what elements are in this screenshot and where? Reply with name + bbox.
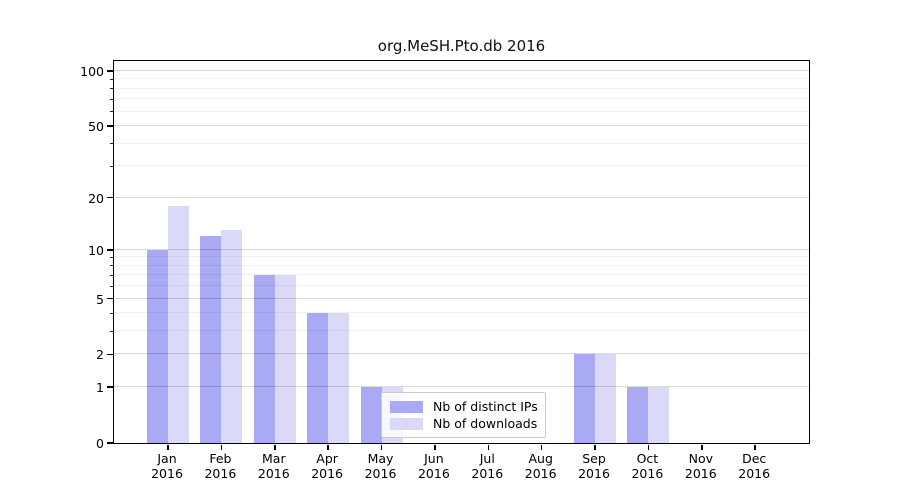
y-tick-label-0: 0 xyxy=(96,436,104,451)
gridline-major-20 xyxy=(114,196,809,198)
bar-distinct-ips-oct xyxy=(627,387,649,443)
gridline-major-10 xyxy=(114,248,809,250)
x-tick-jan xyxy=(167,444,169,450)
legend-label-distinct-ips: Nb of distinct IPs xyxy=(433,399,538,414)
gridline-minor-8 xyxy=(114,264,809,266)
legend: Nb of distinct IPs Nb of downloads xyxy=(381,392,546,438)
x-tick-may xyxy=(380,444,383,450)
bar-downloads-mar xyxy=(274,275,296,443)
bar-distinct-ips-may xyxy=(360,387,382,443)
legend-item-downloads: Nb of downloads xyxy=(390,416,537,431)
x-tick-label-feb: Feb 2016 xyxy=(204,451,237,481)
y-tick-20 xyxy=(107,196,113,199)
x-tick-label-sep: Sep 2016 xyxy=(578,451,610,481)
y-minor-tick-7 xyxy=(110,274,113,276)
gridline-major-5 xyxy=(114,297,809,299)
x-tick-label-jul: Jul 2016 xyxy=(471,451,504,481)
x-tick-label-apr: Apr 2016 xyxy=(311,451,343,481)
chart-title: org.MeSH.Pto.db 2016 xyxy=(377,37,546,55)
gridline-minor-60 xyxy=(114,110,809,112)
gridline-minor-6 xyxy=(114,285,809,287)
gridline-minor-80 xyxy=(114,87,809,89)
y-minor-tick-80 xyxy=(110,88,113,90)
x-tick-label-nov: Nov 2016 xyxy=(684,451,717,481)
y-minor-tick-8 xyxy=(110,265,113,267)
gridline-major-50 xyxy=(114,125,809,127)
bar-distinct-ips-feb xyxy=(200,236,222,443)
bar-distinct-ips-sep xyxy=(574,354,596,443)
gridline-major-100 xyxy=(114,70,809,71)
x-tick-dec xyxy=(754,444,756,450)
x-tick-label-jan: Jan 2016 xyxy=(151,451,183,481)
y-tick-50 xyxy=(107,125,113,127)
x-tick-label-mar: Mar 2016 xyxy=(257,451,290,481)
y-axis-labels: 0 1 2 5 10 20 50 100 xyxy=(0,60,104,451)
bar-downloads-oct xyxy=(648,387,670,443)
gridline-major-2 xyxy=(114,353,809,355)
legend-swatch-distinct-ips-icon xyxy=(390,400,423,413)
x-tick-apr xyxy=(327,444,329,450)
y-tick-label-50: 50 xyxy=(88,119,104,135)
y-tick-label-5: 5 xyxy=(96,291,104,307)
y-minor-tick-90 xyxy=(110,78,113,80)
bar-downloads-jan xyxy=(168,205,189,443)
x-tick-label-jun: Jun 2016 xyxy=(417,451,450,481)
legend-swatch-downloads-icon xyxy=(390,417,423,430)
y-tick-label-20: 20 xyxy=(88,190,104,206)
bar-downloads-apr xyxy=(328,313,350,443)
legend-item-distinct-ips: Nb of distinct IPs xyxy=(390,399,538,414)
gridline-major-1 xyxy=(114,386,809,388)
y-tick-1 xyxy=(107,386,113,388)
x-tick-label-dec: Dec 2016 xyxy=(738,451,771,481)
x-tick-jun xyxy=(434,444,436,450)
x-tick-nov xyxy=(701,444,703,450)
y-minor-tick-6 xyxy=(110,285,113,287)
y-minor-tick-70 xyxy=(110,98,113,100)
y-tick-5 xyxy=(107,297,113,300)
x-tick-label-aug: Aug 2016 xyxy=(524,451,557,481)
gridline-minor-9 xyxy=(114,256,809,258)
y-minor-tick-60 xyxy=(110,111,113,113)
gridline-minor-7 xyxy=(114,274,809,276)
y-minor-tick-30 xyxy=(110,165,113,167)
x-tick-feb xyxy=(220,444,223,450)
y-tick-10 xyxy=(107,249,113,251)
x-tick-label-oct: Oct 2016 xyxy=(631,451,664,481)
x-tick-jul xyxy=(487,444,489,450)
x-axis-labels: Jan 2016 Feb 2016 Mar 2016 Apr 2016 May 2016… xyxy=(113,451,810,491)
y-tick-label-1: 1 xyxy=(96,380,104,396)
y-minor-tick-9 xyxy=(110,256,113,258)
gridline-minor-30 xyxy=(114,165,809,167)
x-tick-aug xyxy=(540,444,543,450)
gridline-minor-40 xyxy=(114,142,809,144)
y-tick-label-100: 100 xyxy=(80,64,104,79)
gridline-minor-90 xyxy=(114,78,809,80)
bar-distinct-ips-apr xyxy=(307,313,329,443)
y-tick-0 xyxy=(107,442,113,444)
bar-downloads-sep xyxy=(595,354,617,443)
gridline-minor-4 xyxy=(114,312,809,314)
bar-downloads-feb xyxy=(221,230,243,443)
y-tick-label-10: 10 xyxy=(88,242,104,258)
y-tick-100 xyxy=(107,70,113,72)
bar-distinct-ips-mar xyxy=(253,275,275,443)
y-tick-label-2: 2 xyxy=(96,347,104,363)
y-minor-tick-4 xyxy=(110,312,113,314)
legend-label-downloads: Nb of downloads xyxy=(433,416,538,431)
bar-distinct-ips-jan xyxy=(147,249,168,443)
y-tick-2 xyxy=(107,353,113,356)
y-minor-tick-3 xyxy=(110,330,113,332)
x-tick-sep xyxy=(594,444,596,450)
gridline-minor-70 xyxy=(114,98,809,100)
x-tick-mar xyxy=(274,444,276,450)
x-tick-label-may: May 2016 xyxy=(364,451,397,481)
y-minor-tick-40 xyxy=(110,143,113,145)
x-tick-oct xyxy=(647,444,650,450)
plot-area: Nb of distinct IPs Nb of downloads xyxy=(107,60,810,450)
gridline-minor-3 xyxy=(114,330,809,332)
